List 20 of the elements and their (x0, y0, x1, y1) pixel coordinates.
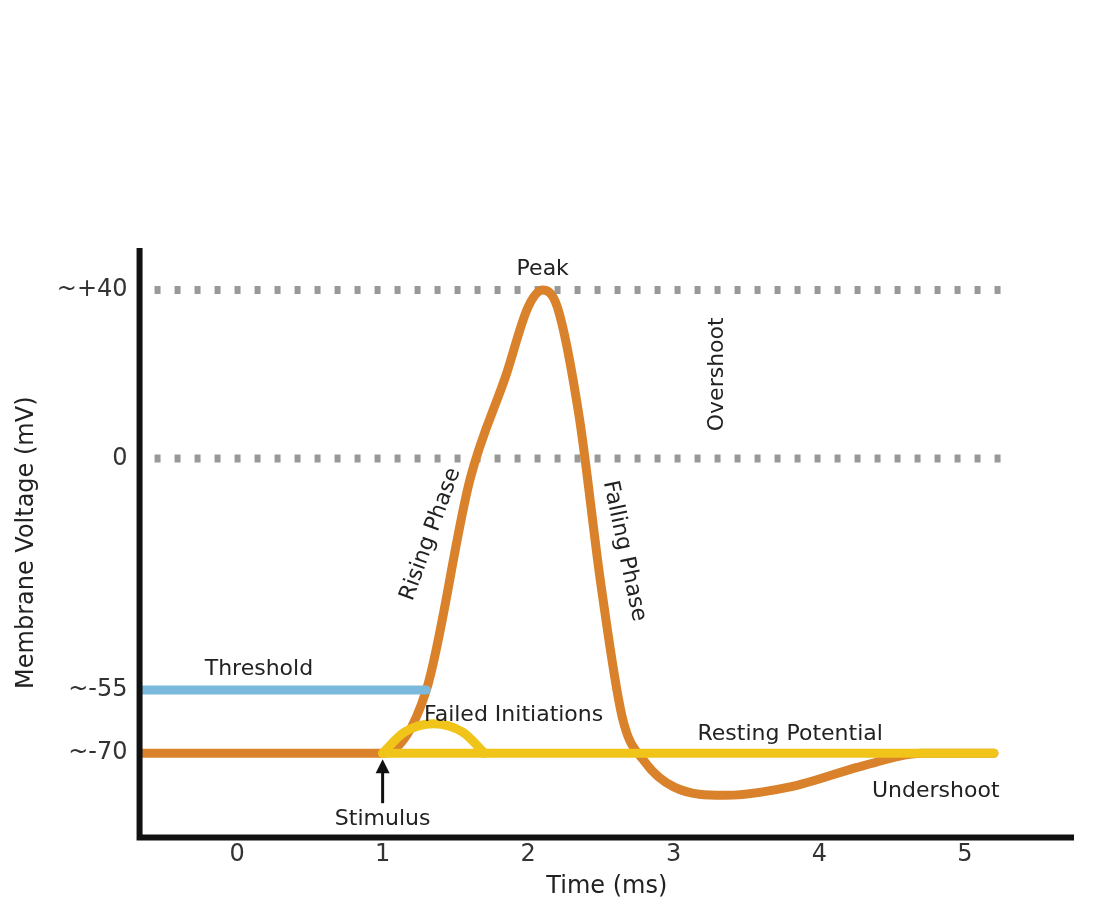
x-tick-label: 4 (811, 839, 827, 868)
y-tick-label: ~-55 (68, 674, 128, 703)
y-tick-label: 0 (112, 442, 128, 471)
annotation: Stimulus (334, 804, 431, 830)
annotation: Undershoot (871, 776, 1000, 802)
annotation: Resting Potential (697, 719, 883, 745)
annotation: Overshoot (703, 317, 729, 432)
x-tick-label: 1 (374, 839, 391, 868)
x-tick-label: 5 (957, 839, 973, 868)
annotation: Falling Phase (598, 478, 654, 624)
annotation: Threshold (203, 654, 314, 680)
y-tick-label: ~+40 (56, 274, 128, 303)
annotation: Failed Initiations (424, 701, 604, 727)
x-tick-label: 2 (520, 839, 536, 868)
annotation: Peak (516, 254, 570, 280)
x-axis-title: Time (ms) (545, 870, 668, 899)
x-tick-label: 3 (666, 839, 682, 868)
y-tick-label: ~-70 (68, 737, 128, 766)
x-tick-label: 0 (229, 839, 245, 868)
y-axis-title: Membrane Voltage (mV) (10, 396, 39, 689)
